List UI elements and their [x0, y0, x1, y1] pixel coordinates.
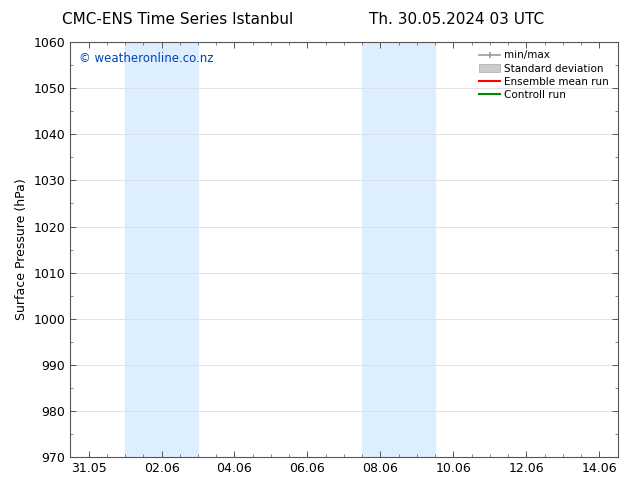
Text: Th. 30.05.2024 03 UTC: Th. 30.05.2024 03 UTC: [369, 12, 544, 27]
Bar: [362, 42, 435, 457]
Text: © weatheronline.co.nz: © weatheronline.co.nz: [79, 52, 213, 66]
Bar: [125, 42, 198, 457]
Y-axis label: Surface Pressure (hPa): Surface Pressure (hPa): [15, 179, 28, 320]
Legend: min/max, Standard deviation, Ensemble mean run, Controll run: min/max, Standard deviation, Ensemble me…: [476, 47, 612, 103]
Text: CMC-ENS Time Series Istanbul: CMC-ENS Time Series Istanbul: [62, 12, 293, 27]
